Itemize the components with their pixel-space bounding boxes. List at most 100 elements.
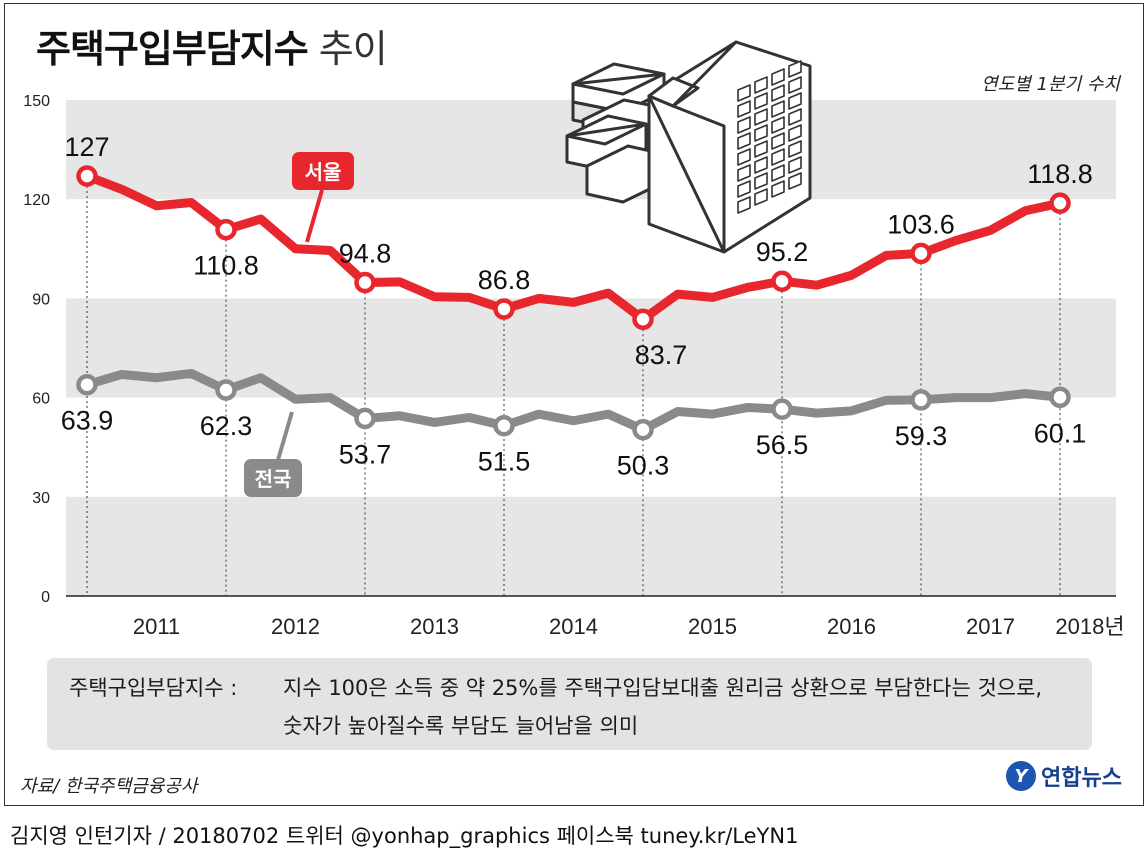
title-bold: 주택구입부담지수 xyxy=(36,27,309,71)
building-window xyxy=(788,108,802,126)
data-label: 110.8 xyxy=(193,251,259,281)
series-line xyxy=(82,171,1065,324)
building-window xyxy=(788,156,802,174)
building-illustration xyxy=(565,40,812,254)
y-tick-label: 30 xyxy=(32,490,50,507)
building-window xyxy=(771,116,785,134)
unit-note: 연도별 1분기 수치 xyxy=(981,74,1120,95)
data-label: 50.3 xyxy=(617,451,670,481)
building-window xyxy=(754,92,768,110)
seoul-pointer xyxy=(305,189,324,243)
building-window xyxy=(737,180,751,198)
note-line-1: 지수 100은 소득 중 약 25%를 주택구입담보대출 원리금 상환으로 부담… xyxy=(283,676,1043,700)
year-label: 2011 xyxy=(133,614,180,639)
seoul-tag xyxy=(292,152,354,190)
building-window xyxy=(788,92,802,110)
data-label: 53.7 xyxy=(339,439,392,469)
note-key: 주택구입부담지수 : xyxy=(69,676,238,700)
building-window xyxy=(737,100,751,118)
data-label: 95.2 xyxy=(756,237,809,267)
credit-line: 김지영 인턴기자 / 20180702 트위터 @yonhap_graphics… xyxy=(10,824,799,848)
definition-note: 주택구입부담지수 : 지수 100은 소득 중 약 25%를 주택구입담보대출 … xyxy=(47,658,1092,750)
building-window xyxy=(771,100,785,118)
building-window xyxy=(771,148,785,166)
data-point-marker xyxy=(1049,386,1071,409)
building-window xyxy=(771,84,785,102)
year-label: 2018년 xyxy=(1055,614,1124,639)
grid-band-2 xyxy=(66,496,1116,596)
building-window xyxy=(754,76,768,94)
building-window xyxy=(771,180,785,198)
data-point-marker xyxy=(910,389,932,411)
data-label: 86.8 xyxy=(478,265,531,295)
data-label: 94.8 xyxy=(339,239,392,269)
x-axis: 2011 2012 2013 2014 2015 2016 2017 2018년 xyxy=(133,614,1125,639)
building-window xyxy=(788,60,802,78)
data-point-marker xyxy=(771,398,793,420)
building-window xyxy=(737,196,751,214)
series-seoul: 127 110.8 94.8 86.8 83.7 95.2 103.6 118.8 xyxy=(64,132,1092,370)
building-window xyxy=(737,148,751,166)
data-point-marker xyxy=(215,379,237,401)
data-point-marker xyxy=(493,414,515,437)
title-light: 추이 xyxy=(318,27,388,71)
y-tick-label: 90 xyxy=(32,291,50,308)
series-national: 63.9 62.3 53.7 51.5 50.3 56.5 59.3 60.1 xyxy=(61,368,1087,481)
building-window xyxy=(771,132,785,150)
building-window xyxy=(737,84,751,102)
data-label: 51.5 xyxy=(478,447,531,477)
building-window xyxy=(737,116,751,134)
national-tag xyxy=(244,459,302,497)
data-point-marker xyxy=(493,298,515,320)
y-tick-label: 150 xyxy=(23,93,50,110)
building-window xyxy=(754,124,768,142)
line-chart: 0 30 60 90 120 150 63.9 62.3 53.7 51.5 50.3 56.5 59… xyxy=(23,40,1125,639)
data-label: 56.5 xyxy=(756,430,809,460)
data-point-marker xyxy=(76,373,98,396)
year-label: 2012 xyxy=(271,614,320,639)
data-point-marker xyxy=(1049,192,1071,214)
year-label: 2013 xyxy=(410,614,459,639)
data-label: 63.9 xyxy=(61,406,114,436)
data-point-marker xyxy=(632,418,654,441)
data-point-marker xyxy=(771,270,793,292)
year-label: 2017 xyxy=(966,614,1015,639)
building-window xyxy=(754,188,768,206)
y-tick-label: 60 xyxy=(32,391,50,408)
data-label: 103.6 xyxy=(887,209,955,239)
data-point-marker xyxy=(632,308,654,330)
data-point-marker xyxy=(215,218,237,241)
building-window xyxy=(771,68,785,86)
page-title: 주택구입부담지수 추이 xyxy=(36,18,388,73)
data-label: 60.1 xyxy=(1034,418,1087,448)
building-window xyxy=(754,140,768,158)
building-window xyxy=(788,124,802,142)
data-label: 62.3 xyxy=(200,411,253,441)
data-point-marker xyxy=(76,165,98,187)
data-label: 83.7 xyxy=(635,340,688,370)
building-window xyxy=(737,164,751,182)
year-label: 2016 xyxy=(827,614,876,639)
seoul-tag-label: 서울 xyxy=(305,161,342,184)
building-window xyxy=(771,164,785,182)
data-point-marker xyxy=(910,242,932,265)
brand-name: 연합뉴스 xyxy=(1041,766,1122,791)
year-label: 2014 xyxy=(549,614,598,639)
data-label: 59.3 xyxy=(895,421,948,451)
building-window xyxy=(788,140,802,158)
note-line-2: 숫자가 높아질수록 부담도 늘어남을 의미 xyxy=(283,714,639,738)
building-window xyxy=(788,76,802,94)
building-window xyxy=(754,156,768,174)
source-note: 자료/ 한국주택금융공사 xyxy=(20,776,198,797)
building-window xyxy=(754,172,768,190)
building-window xyxy=(737,132,751,150)
series-line xyxy=(82,368,1065,435)
y-axis: 0 30 60 90 120 150 xyxy=(23,93,1116,606)
data-point-marker xyxy=(354,407,376,430)
national-pointer xyxy=(276,411,294,461)
data-label: 127 xyxy=(64,132,109,162)
yonhap-logo-icon: Y xyxy=(1006,761,1037,791)
brand-logo: Y 연합뉴스 xyxy=(1006,760,1122,792)
y-tick-label: 120 xyxy=(23,192,50,209)
data-point-marker xyxy=(354,271,376,294)
